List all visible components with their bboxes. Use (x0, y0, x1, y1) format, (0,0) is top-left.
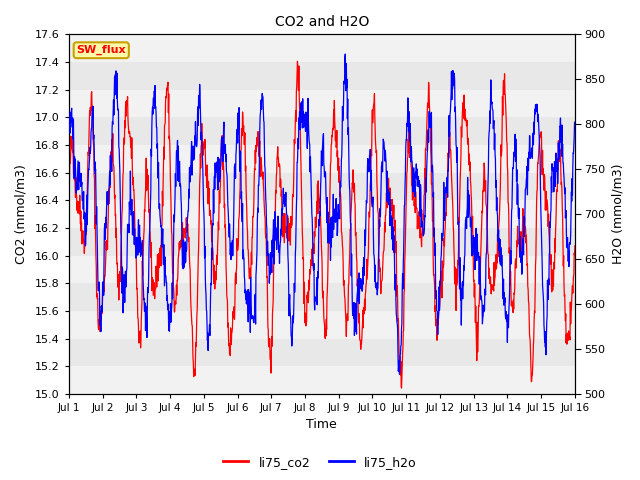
Bar (69, 311, 575, 338)
Bar (69, 35, 575, 62)
Bar (69, 255, 575, 283)
Y-axis label: CO2 (mmol/m3): CO2 (mmol/m3) (15, 164, 28, 264)
Bar (69, 90, 575, 117)
Legend: li75_co2, li75_h2o: li75_co2, li75_h2o (218, 451, 422, 474)
Text: SW_flux: SW_flux (76, 45, 126, 55)
Y-axis label: H2O (mmol/m3): H2O (mmol/m3) (612, 164, 625, 264)
Title: CO2 and H2O: CO2 and H2O (275, 15, 369, 29)
Bar (69, 366, 575, 394)
X-axis label: Time: Time (307, 419, 337, 432)
Bar (69, 145, 575, 173)
Bar (69, 200, 575, 228)
